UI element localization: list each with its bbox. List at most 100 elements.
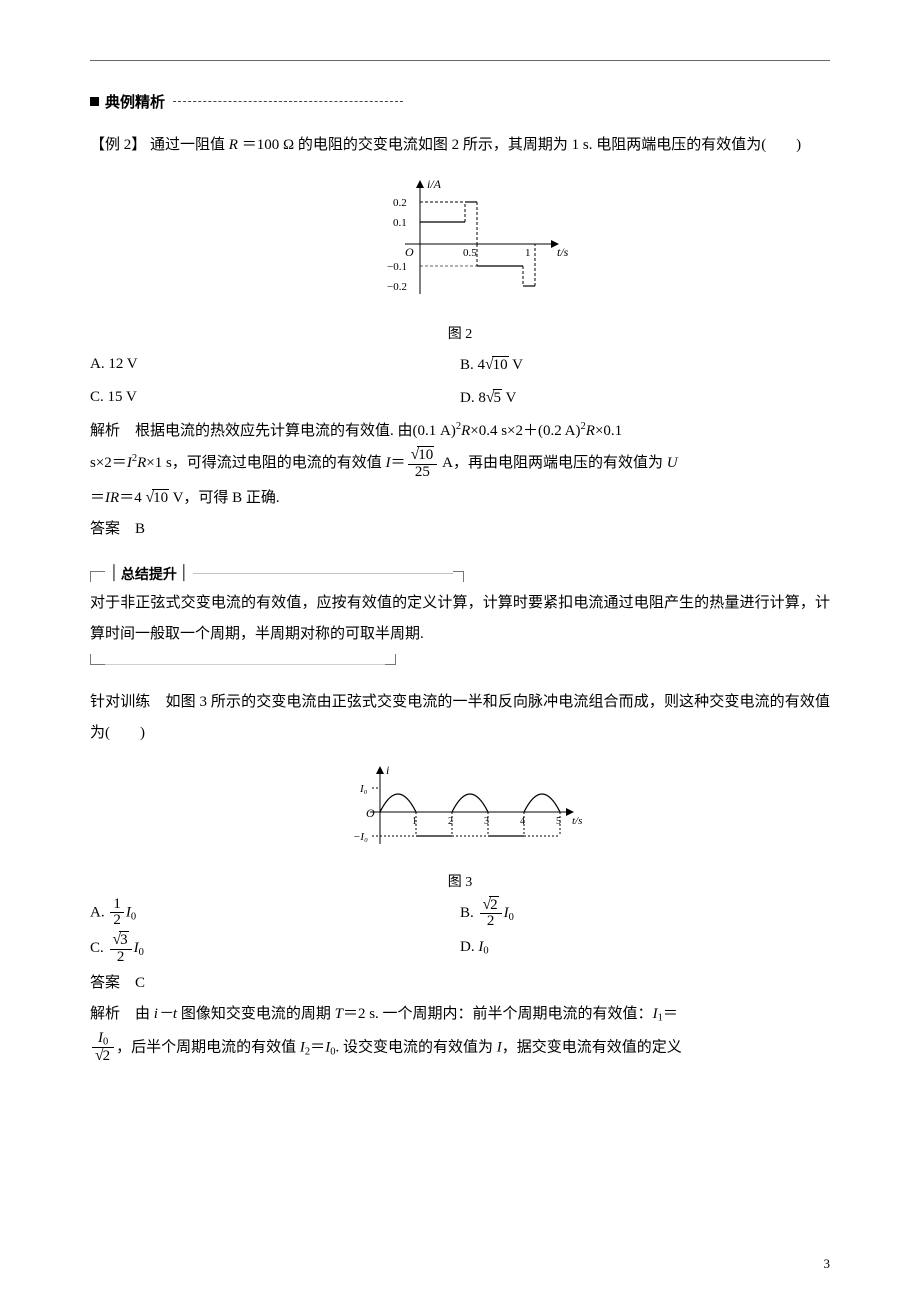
var: R: [461, 423, 470, 439]
text: V，可得 B 正确.: [169, 490, 280, 506]
fraction: √1025: [408, 447, 438, 481]
radicand: 3: [119, 931, 129, 948]
page-number: 3: [824, 1256, 831, 1272]
option-B: B. √22I0: [460, 897, 830, 931]
figure-3-svg: i t/s I₀ O −I₀ 1 2 3 4 5: [330, 762, 590, 862]
summary-body: 对于非正弦式交变电流的有效值，应按有效值的定义计算，计算时要紧扣电流通过电阻产生…: [90, 584, 830, 651]
sqrt-icon: √2: [483, 897, 499, 914]
summary-dash: [193, 573, 453, 574]
denominator: 25: [408, 464, 438, 481]
var: R: [137, 455, 146, 471]
denominator: 2: [480, 913, 502, 930]
options3-row-1: A. 12I0 B. √22I0: [90, 897, 830, 931]
sqrt-icon: √3: [113, 932, 129, 949]
train-prompt: 针对训练 如图 3 所示的交变电流由正弦式交变电流的一半和反向脉冲电流组合而成，…: [90, 687, 830, 750]
fraction: √32: [110, 932, 132, 966]
train-label: 针对训练: [90, 694, 150, 710]
text: A，再由电阻两端电压的有效值为: [439, 455, 667, 471]
summary-box: │ 总结提升 │ 对于非正弦式交变电流的有效值，应按有效值的定义计算，计算时要紧…: [90, 564, 830, 665]
summary-text: 对于非正弦式交变电流的有效值，应按有效值的定义计算，计算时要紧扣电流通过电阻产生…: [90, 588, 830, 651]
top-rule: [90, 60, 830, 61]
var: R: [586, 423, 595, 439]
text: 解析 由: [90, 1006, 154, 1022]
summary-footer: [90, 651, 830, 665]
text: ＝: [310, 1039, 325, 1055]
page: 典例精析 【例 2】 通过一阻值 R ＝100 Ω 的电阻的交变电流如图 2 所…: [0, 0, 920, 1302]
text: V: [509, 357, 523, 373]
text: 解析 根据电流的热效应先计算电流的有效值. 由(0.1 A): [90, 423, 456, 439]
text: 如图 3 所示的交变电流由正弦式交变电流的一半和反向脉冲电流组合而成，则这种交变…: [90, 694, 830, 742]
corner-bl-icon: [90, 654, 105, 665]
corner-tr-icon: [453, 571, 464, 582]
y-label: i: [386, 763, 389, 777]
denominator: 2: [110, 912, 124, 929]
text: ，据交变电流有效值的定义: [502, 1039, 682, 1055]
denominator: 2: [110, 949, 132, 966]
ytick: 0.1: [393, 217, 407, 229]
figure-3-caption: 图 3: [90, 871, 830, 891]
figure-2-svg: i/A t/s 0.2 0.1 O −0.1 −0.2 0.5 1: [345, 174, 575, 314]
text: D. 8: [460, 390, 486, 406]
sqrt-icon: √10: [485, 349, 509, 381]
origin: O: [366, 806, 375, 820]
example2-prompt: 【例 2】 通过一阻值 R ＝100 Ω 的电阻的交变电流如图 2 所示，其周期…: [90, 130, 830, 162]
x-label: t/s: [572, 815, 582, 827]
ytick: 0.2: [393, 197, 407, 209]
var: i－t: [154, 1006, 177, 1022]
figure-2: i/A t/s 0.2 0.1 O −0.1 −0.2 0.5 1 图 2: [90, 174, 830, 343]
options-row-2: C. 15 V D. 8√5 V: [90, 382, 830, 414]
text: s×2＝: [90, 455, 127, 471]
text: ＝: [663, 1006, 678, 1022]
text: D.: [460, 939, 478, 955]
text: . 设交变电流的有效值为: [335, 1039, 496, 1055]
sqrt-icon: √10: [145, 481, 169, 515]
x-label: t/s: [557, 245, 569, 259]
radicand: 10: [417, 446, 434, 463]
xtick: 1: [525, 247, 531, 259]
sqrt-icon: √5: [486, 382, 502, 414]
example-label: 【例 2】: [90, 137, 146, 153]
explanation-2b: s×2＝I2R×1 s，可得流过电阻的电流的有效值 I＝√1025 A，再由电阻…: [90, 447, 830, 481]
section-header: 典例精析: [90, 91, 830, 112]
var: T: [335, 1006, 343, 1022]
xtick: 0.5: [463, 247, 477, 259]
explanation-2: 解析 根据电流的热效应先计算电流的有效值. 由(0.1 A)2R×0.4 s×2…: [90, 416, 830, 448]
fraction: 12: [110, 897, 124, 930]
radicand: 10: [492, 356, 509, 373]
text: ×0.4 s×2＋(0.2 A): [470, 423, 580, 439]
text: 图像知交变电流的周期: [177, 1006, 335, 1022]
text: ＝100 Ω 的电阻的交变电流如图 2 所示，其周期为 1 s. 电阻两端电压的…: [242, 137, 801, 153]
option-D: D. I0: [460, 932, 830, 966]
option-A: A. 12 V: [90, 349, 460, 381]
numerator: 1: [110, 897, 124, 913]
ytick: −I₀: [353, 831, 368, 843]
fraction: I0√2: [92, 1031, 114, 1065]
corner-tl-icon: [90, 571, 105, 582]
ytick: I₀: [359, 783, 368, 795]
var-R: R: [229, 137, 238, 153]
text: ＝: [391, 455, 406, 471]
sqrt-icon: √2: [95, 1048, 111, 1065]
figure-3: i t/s I₀ O −I₀ 1 2 3 4 5: [90, 762, 830, 891]
radicand: 2: [489, 896, 499, 913]
option-C: C. √32I0: [90, 932, 460, 966]
header-dash: [173, 101, 403, 102]
explanation-2c: ＝IR＝4 √10 V，可得 B 正确.: [90, 481, 830, 515]
summary-title: 总结提升: [121, 564, 177, 584]
sqrt-icon: √10: [411, 447, 435, 464]
answer-2: 答案 B: [90, 514, 830, 546]
origin: O: [405, 245, 414, 259]
explanation-3b: I0√2，后半个周期电流的有效值 I2＝I0. 设交变电流的有效值为 I，据交变…: [90, 1031, 830, 1065]
answer-3: 答案 C: [90, 968, 830, 1000]
var: U: [667, 455, 678, 471]
text: ＝: [90, 490, 105, 506]
text: ×1 s，可得流过电阻的电流的有效值: [146, 455, 385, 471]
bar: │: [109, 566, 119, 582]
var: IR: [105, 490, 119, 506]
fraction: √22: [480, 897, 502, 931]
ytick: −0.1: [387, 261, 407, 273]
radicand: 10: [152, 489, 169, 506]
explanation-3: 解析 由 i－t 图像知交变电流的周期 T＝2 s. 一个周期内：前半个周期电流…: [90, 999, 830, 1031]
square-bullet-icon: [90, 97, 99, 106]
section-title: 典例精析: [105, 91, 165, 112]
